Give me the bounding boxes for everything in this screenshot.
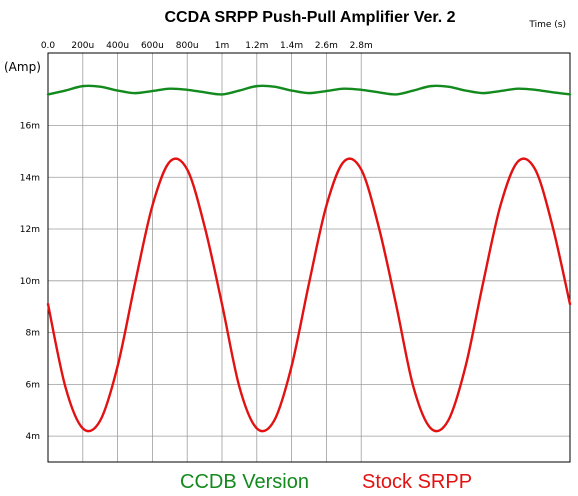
x-tick-label: 0.0 bbox=[41, 41, 56, 51]
x-tick-label: 1.4m bbox=[280, 41, 303, 51]
x-tick-label: 1m bbox=[215, 41, 230, 51]
x-tick-label: 600u bbox=[141, 41, 164, 51]
y-tick-label: 16m bbox=[20, 121, 40, 131]
y-tick-label: 14m bbox=[20, 173, 40, 183]
plot-frame bbox=[47, 52, 571, 463]
legend-series-1: CCDB Version bbox=[180, 471, 309, 493]
y-tick-label: 10m bbox=[20, 277, 40, 287]
series-line-1 bbox=[46, 84, 572, 96]
y-tick-label: 8m bbox=[26, 329, 41, 339]
x-tick-label: 400u bbox=[106, 41, 129, 51]
x-tick-label: 1.2m bbox=[245, 41, 268, 51]
legend-series-2: Stock SRPP bbox=[362, 471, 472, 493]
y-ticks: 4m 6m 8m 10m 12m 14m 16m bbox=[20, 121, 40, 442]
grid bbox=[48, 53, 570, 462]
x-ticks: 0.0 200u 400u 600u 800u 1m 1.2m 1.4m 2.6m 2.8m bbox=[41, 41, 373, 51]
series-group bbox=[46, 84, 572, 433]
y-tick-label: 12m bbox=[20, 225, 40, 235]
y-tick-label: 6m bbox=[26, 380, 41, 390]
x-tick-label: 200u bbox=[71, 41, 94, 51]
x-tick-label: 2.6m bbox=[315, 41, 338, 51]
series-line-2 bbox=[46, 157, 572, 433]
chart-title: CCDA SRPP Push-Pull Amplifier Ver. 2 bbox=[164, 9, 455, 26]
y-tick-label: 4m bbox=[26, 432, 41, 442]
x-tick-label: 2.8m bbox=[350, 41, 373, 51]
x-axis-label: Time (s) bbox=[528, 20, 566, 30]
y-axis-label: (Amp) bbox=[4, 60, 41, 74]
x-tick-label: 800u bbox=[176, 41, 199, 51]
